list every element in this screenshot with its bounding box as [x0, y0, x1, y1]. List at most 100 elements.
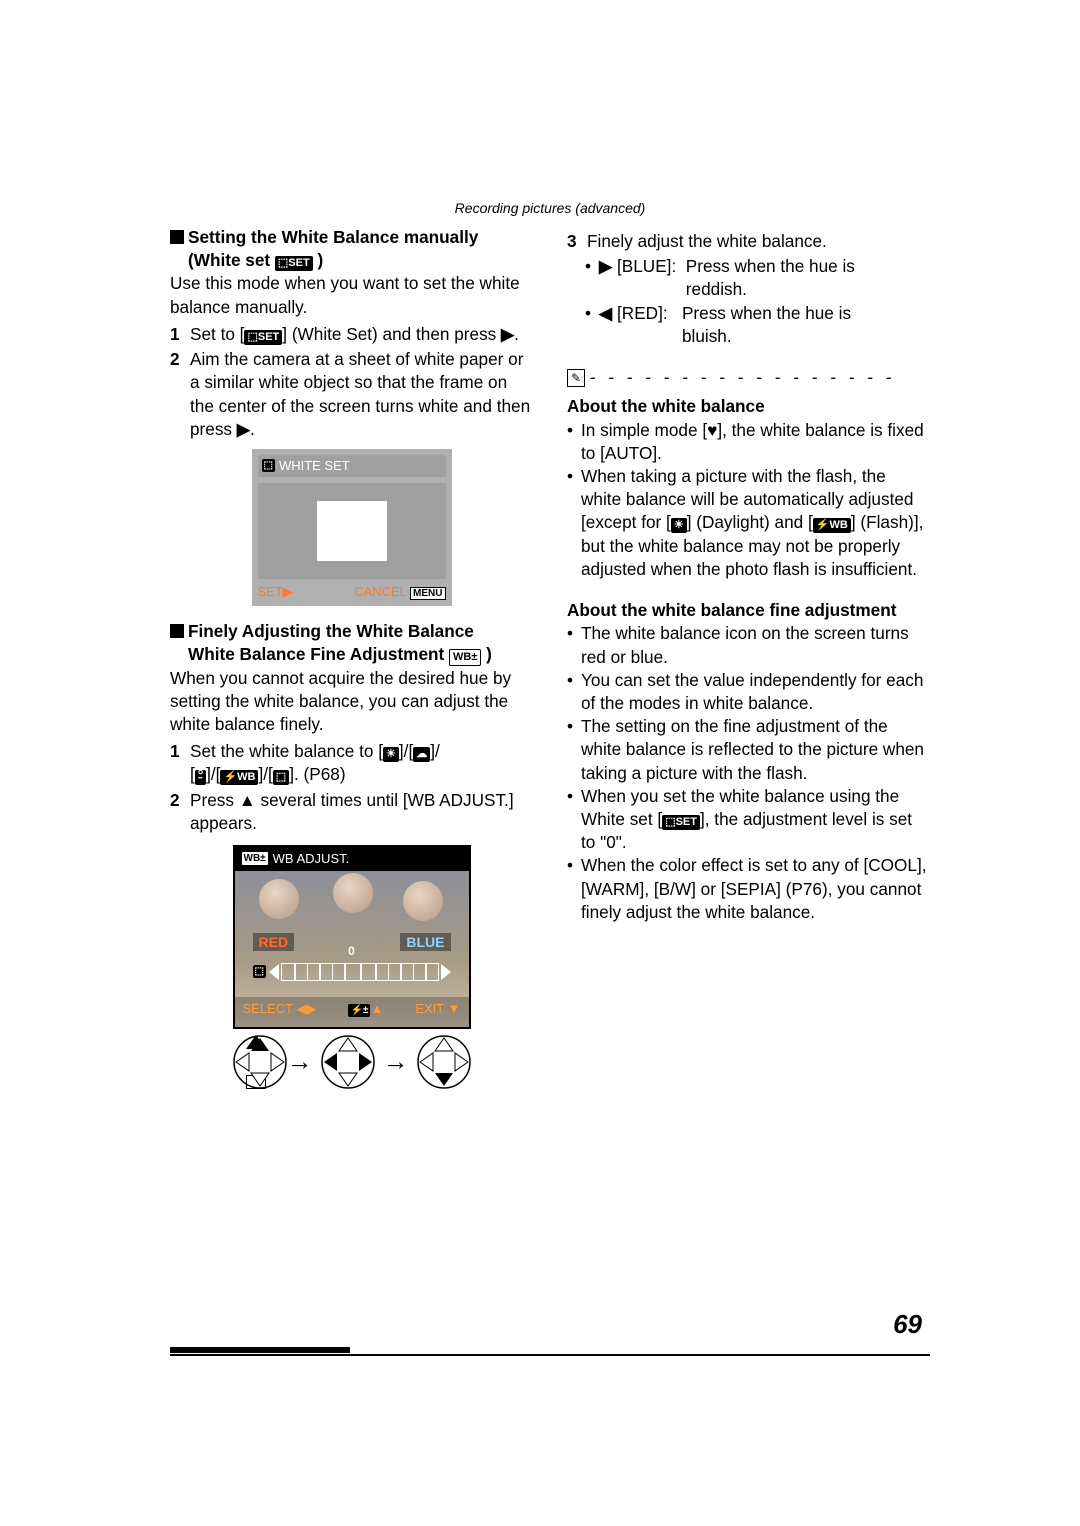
photo-face: [259, 879, 299, 919]
screen-titlebar: ⬚ WHITE SET: [258, 455, 446, 477]
item-text: When you set the white balance using the…: [581, 785, 930, 855]
bullet-icon: •: [567, 622, 581, 668]
numbered-steps: 1 Set to [⬚SET] (White Set) and then pre…: [170, 323, 533, 441]
page-number: 69: [893, 1309, 922, 1340]
ruler: [281, 963, 439, 981]
set-label: SET▶: [258, 583, 293, 601]
white-set-icon: ⬚SET: [662, 815, 700, 830]
flash-icon: ⚡WB: [813, 518, 851, 533]
two-column-layout: Setting the White Balance manually (Whit…: [170, 226, 930, 1089]
bullet-icon: •: [567, 465, 581, 581]
section-intro: When you cannot acquire the desired hue …: [170, 667, 533, 737]
dpad-icon: [233, 1035, 279, 1089]
photo-face: [333, 873, 373, 913]
bullet-list: • In simple mode [♥], the white balance …: [567, 419, 930, 582]
sequence-arrow-icon: →: [287, 1044, 313, 1079]
subsection-heading: About the white balance: [567, 395, 930, 418]
step-number: 3: [567, 230, 587, 253]
screen-box: WB± WB ADJUST. RED BLUE 0 ⬚: [233, 845, 471, 1029]
left-column: Setting the White Balance manually (Whit…: [170, 226, 533, 1089]
screen-title: WB ADJUST.: [273, 850, 350, 868]
white-set-icon: ⬚: [273, 770, 289, 785]
cancel-label: CANCEL MENU: [354, 583, 445, 601]
flash-indicator: ⚡±▲: [348, 1000, 383, 1018]
screen-titlebar: WB± WB ADJUST.: [235, 847, 469, 871]
cloudy-icon: ☁: [413, 747, 430, 762]
flash-icon: ⚡±: [348, 1004, 370, 1017]
heading-text: Finely Adjusting the White Balance: [188, 621, 474, 641]
list-item: •You can set the value independently for…: [567, 669, 930, 715]
white-set-icon: ⬚SET: [244, 330, 282, 345]
right-arrow-icon: ▶: [501, 324, 514, 344]
numbered-steps: 1 Set the white balance to [☀]/[☁]/ [-ိ]…: [170, 740, 533, 835]
item-text: When taking a picture with the flash, th…: [581, 465, 930, 581]
footer-rule: [170, 1350, 930, 1356]
screen-box: ⬚ WHITE SET SET▶ CANCEL MENU: [252, 449, 452, 606]
step-text: Aim the camera at a sheet of white paper…: [190, 348, 533, 441]
bullet-icon: •: [567, 715, 581, 785]
white-set-icon: ⬚: [262, 459, 275, 472]
item-text: The white balance icon on the screen tur…: [581, 622, 930, 668]
left-arrow-icon: ◀: [599, 303, 612, 323]
list-item: • In simple mode [♥], the white balance …: [567, 419, 930, 465]
heading-line2: (White set ⬚SET ): [188, 250, 323, 270]
screen-footer: SET▶ CANCEL MENU: [258, 579, 446, 601]
heart-icon: ♥: [707, 420, 717, 440]
screen-body: [258, 483, 446, 579]
note-icon: ✎: [567, 369, 585, 387]
menu-icon: MENU: [410, 587, 445, 600]
bullet-icon: •: [567, 785, 581, 855]
wb-adjust-icon: WB±: [449, 649, 481, 666]
dpad-sequence: → →: [233, 1035, 471, 1089]
section-heading: Finely Adjusting the White Balance White…: [170, 620, 533, 666]
up-arrow-icon: ▲: [239, 790, 256, 810]
bullet-icon: •: [585, 255, 599, 301]
step-text: Set the white balance to [☀]/[☁]/ [-ိ]/[…: [190, 740, 533, 786]
step-number: 1: [170, 323, 190, 346]
list-item: • When taking a picture with the flash, …: [567, 465, 930, 581]
running-header: Recording pictures (advanced): [170, 200, 930, 216]
dashed-line: - - - - - - - - - - - - - - - - -: [590, 366, 896, 389]
flash-icon: ⚡WB: [220, 770, 258, 785]
right-column: 3 Finely adjust the white balance. • ▶ […: [567, 226, 930, 1089]
subsection-heading: About the white balance fine adjustment: [567, 599, 930, 622]
left-arrow-icon: [269, 964, 279, 980]
daylight-icon: ☀: [383, 747, 399, 762]
manual-page: Recording pictures (advanced) Setting th…: [0, 0, 1080, 1526]
heading-text: Setting the White Balance manually: [188, 227, 478, 247]
bullet-icon: •: [585, 302, 599, 348]
bullet-icon: •: [567, 669, 581, 715]
incandescent-icon: -ိ: [195, 770, 206, 785]
bullet-icon: •: [567, 854, 581, 924]
bullet-square-icon: [170, 624, 184, 638]
section-intro: Use this mode when you want to set the w…: [170, 272, 533, 318]
note-divider: ✎ - - - - - - - - - - - - - - - - -: [567, 366, 930, 389]
item-text: The setting on the fine adjustment of th…: [581, 715, 930, 785]
adjustment-scale: ⬚: [253, 959, 451, 985]
heading-text: White Balance Fine Adjustment: [188, 644, 449, 664]
step-1: 1 Set to [⬚SET] (White Set) and then pre…: [170, 323, 533, 346]
right-arrow-icon: [441, 964, 451, 980]
exit-label: EXIT ▼: [415, 1000, 460, 1018]
bullet-list: •The white balance icon on the screen tu…: [567, 622, 930, 924]
dpad-icon: [321, 1035, 375, 1089]
step-2: 2 Aim the camera at a sheet of white pap…: [170, 348, 533, 441]
list-item: •The setting on the fine adjustment of t…: [567, 715, 930, 785]
select-label: SELECT ◀▶: [243, 1000, 317, 1018]
list-item: •When the color effect is set to any of …: [567, 854, 930, 924]
step-3: 3 Finely adjust the white balance.: [567, 230, 930, 253]
section-heading: Setting the White Balance manually (Whit…: [170, 226, 533, 272]
right-arrow-icon: ▶: [283, 584, 293, 599]
wb-adjust-figure: WB± WB ADJUST. RED BLUE 0 ⬚: [233, 845, 471, 1089]
sub-bullets: • ▶ [BLUE]: Press when the hue is reddis…: [567, 255, 930, 348]
numbered-steps: 3 Finely adjust the white balance.: [567, 230, 930, 253]
step-2: 2 Press ▲ several times until [WB ADJUST…: [170, 789, 533, 835]
heading-text: (White set: [188, 250, 275, 270]
screen-body: RED BLUE 0 ⬚: [235, 871, 469, 1021]
list-item: • ▶ [BLUE]: Press when the hue is reddis…: [567, 255, 930, 301]
step-text: Set to [⬚SET] (White Set) and then press…: [190, 323, 533, 346]
white-set-icon: ⬚: [253, 965, 266, 978]
item-text: When the color effect is set to any of […: [581, 854, 930, 924]
step-number: 1: [170, 740, 190, 786]
heading-line2: White Balance Fine Adjustment WB± ): [188, 644, 492, 664]
